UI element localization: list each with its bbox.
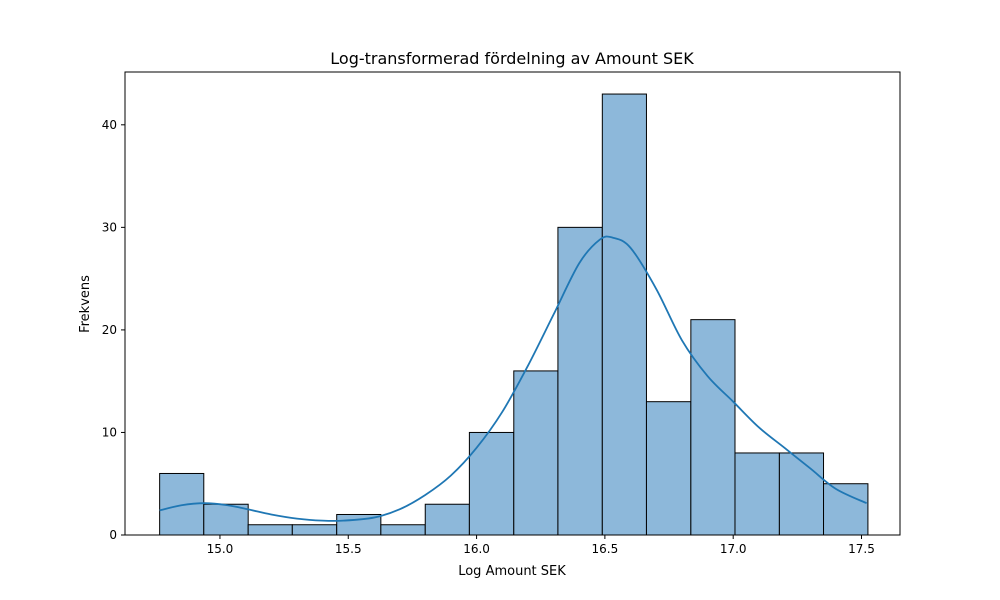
histogram-bar [513, 370, 559, 536]
x-tick-label: 16.0 [463, 542, 490, 556]
histogram-bar [690, 319, 736, 536]
histogram-bar [247, 524, 293, 536]
histogram-bar [601, 93, 647, 536]
x-tick-label: 15.5 [335, 542, 362, 556]
y-tick-label: 20 [102, 323, 117, 337]
x-tick-label: 17.0 [720, 542, 747, 556]
x-tick-label: 16.5 [592, 542, 619, 556]
histogram-bar [645, 401, 692, 536]
histogram-bar [557, 226, 603, 536]
histogram-bar [468, 431, 515, 536]
histogram-bar [424, 503, 470, 536]
histogram-bar [734, 452, 780, 536]
y-tick-label: 30 [102, 220, 117, 234]
y-axis-label: Frekvens [78, 275, 93, 333]
y-tick-label: 10 [102, 425, 117, 439]
x-axis-label: Log Amount SEK [458, 564, 566, 579]
x-axis: 15.0 15.5 16.0 16.5 17.0 17.5 [207, 535, 875, 556]
plot-frame [124, 71, 901, 536]
kde-curve [159, 235, 868, 522]
chart-title: Log-transformerad fördelning av Amount S… [330, 49, 694, 68]
histogram-bar [380, 524, 426, 536]
histogram-bar [823, 483, 869, 536]
y-tick-label: 40 [102, 118, 117, 132]
y-tick-label: 0 [109, 528, 117, 542]
histogram-bar [778, 452, 825, 536]
y-axis: 0 10 20 30 40 [102, 118, 125, 542]
histogram-bar [203, 503, 249, 536]
x-tick-label: 15.0 [207, 542, 234, 556]
bars-group [159, 93, 869, 536]
histogram-bar [291, 524, 338, 536]
x-tick-label: 17.5 [848, 542, 875, 556]
